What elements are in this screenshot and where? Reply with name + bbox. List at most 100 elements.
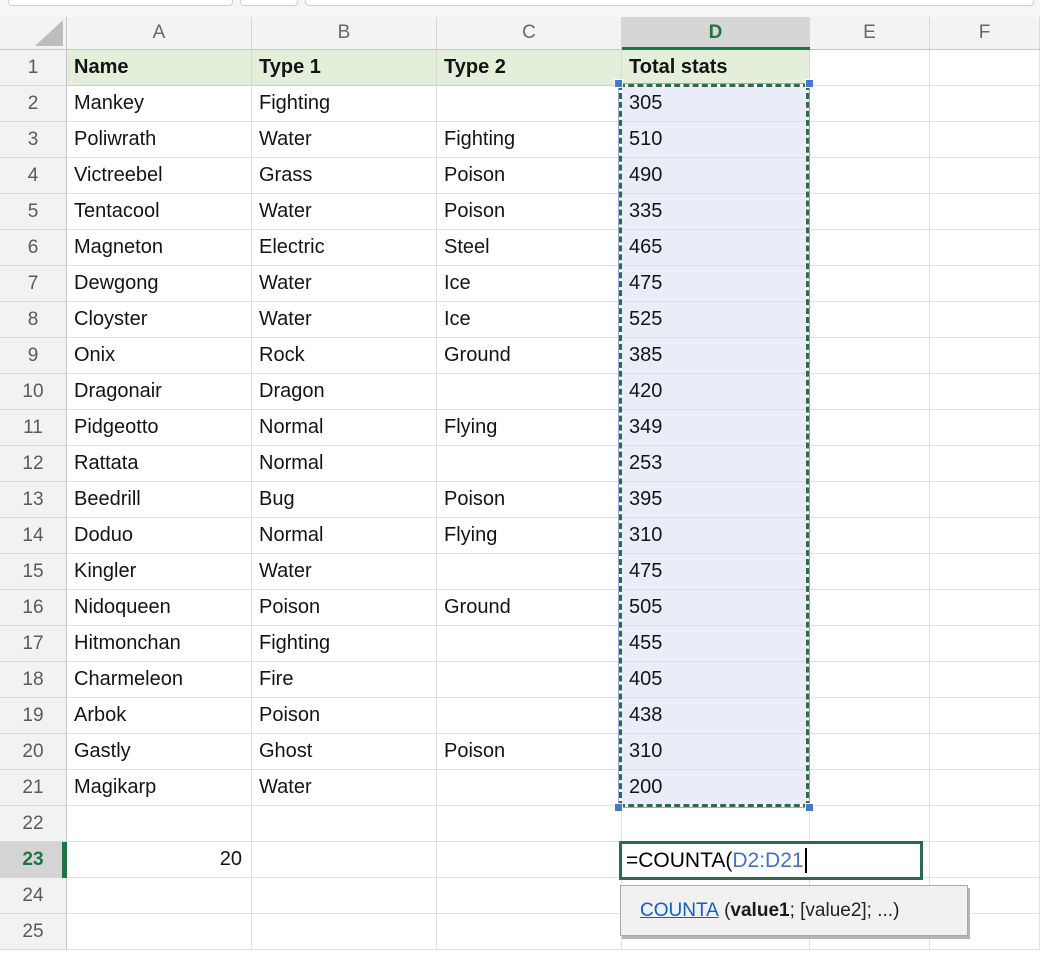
cell-F6[interactable] <box>930 230 1040 266</box>
cell-E17[interactable] <box>810 626 930 662</box>
cell-A24[interactable] <box>67 878 252 914</box>
cell-C22[interactable] <box>437 806 622 842</box>
cell-F13[interactable] <box>930 482 1040 518</box>
cell-D9[interactable]: 385 <box>622 338 810 374</box>
cell-D10[interactable]: 420 <box>622 374 810 410</box>
cell-B22[interactable] <box>252 806 437 842</box>
cell-A15[interactable]: Kingler <box>67 554 252 590</box>
row-header-11[interactable]: 11 <box>0 410 67 446</box>
cell-A14[interactable]: Doduo <box>67 518 252 554</box>
function-tooltip-link[interactable]: COUNTA <box>640 899 719 921</box>
cell-A1[interactable]: Name <box>67 50 252 86</box>
cell-C13[interactable]: Poison <box>437 482 622 518</box>
cell-F19[interactable] <box>930 698 1040 734</box>
cell-A7[interactable]: Dewgong <box>67 266 252 302</box>
cell-C17[interactable] <box>437 626 622 662</box>
row-header-23[interactable]: 23 <box>0 842 67 878</box>
formula-edit-cell[interactable]: =COUNTA(D2:D21 <box>619 841 923 880</box>
cell-C5[interactable]: Poison <box>437 194 622 230</box>
cell-F9[interactable] <box>930 338 1040 374</box>
cell-F4[interactable] <box>930 158 1040 194</box>
cell-B8[interactable]: Water <box>252 302 437 338</box>
cell-E12[interactable] <box>810 446 930 482</box>
column-header-D[interactable]: D <box>622 17 810 49</box>
cell-F17[interactable] <box>930 626 1040 662</box>
cell-E10[interactable] <box>810 374 930 410</box>
row-header-22[interactable]: 22 <box>0 806 67 842</box>
cell-F23[interactable] <box>930 842 1040 878</box>
cell-B18[interactable]: Fire <box>252 662 437 698</box>
cell-F3[interactable] <box>930 122 1040 158</box>
cell-B11[interactable]: Normal <box>252 410 437 446</box>
cell-D5[interactable]: 335 <box>622 194 810 230</box>
cell-A19[interactable]: Arbok <box>67 698 252 734</box>
row-header-14[interactable]: 14 <box>0 518 67 554</box>
cell-B25[interactable] <box>252 914 437 950</box>
cell-A11[interactable]: Pidgeotto <box>67 410 252 446</box>
cell-F5[interactable] <box>930 194 1040 230</box>
cell-E4[interactable] <box>810 158 930 194</box>
cell-D21[interactable]: 200 <box>622 770 810 806</box>
cell-A18[interactable]: Charmeleon <box>67 662 252 698</box>
cell-C2[interactable] <box>437 86 622 122</box>
selection-handle-bottom-left[interactable] <box>614 803 623 812</box>
cell-E21[interactable] <box>810 770 930 806</box>
cell-A2[interactable]: Mankey <box>67 86 252 122</box>
cell-F12[interactable] <box>930 446 1040 482</box>
cell-B15[interactable]: Water <box>252 554 437 590</box>
row-header-12[interactable]: 12 <box>0 446 67 482</box>
cell-A9[interactable]: Onix <box>67 338 252 374</box>
cell-B17[interactable]: Fighting <box>252 626 437 662</box>
cell-E1[interactable] <box>810 50 930 86</box>
cell-C14[interactable]: Flying <box>437 518 622 554</box>
cell-D22[interactable] <box>622 806 810 842</box>
column-header-A[interactable]: A <box>67 17 252 49</box>
cell-B6[interactable]: Electric <box>252 230 437 266</box>
row-header-10[interactable]: 10 <box>0 374 67 410</box>
cell-B5[interactable]: Water <box>252 194 437 230</box>
cell-A17[interactable]: Hitmonchan <box>67 626 252 662</box>
cell-D1[interactable]: Total stats <box>622 50 810 86</box>
cell-D8[interactable]: 525 <box>622 302 810 338</box>
cell-B10[interactable]: Dragon <box>252 374 437 410</box>
cell-C7[interactable]: Ice <box>437 266 622 302</box>
cell-A12[interactable]: Rattata <box>67 446 252 482</box>
cell-E7[interactable] <box>810 266 930 302</box>
cell-D11[interactable]: 349 <box>622 410 810 446</box>
cell-C1[interactable]: Type 2 <box>437 50 622 86</box>
row-header-1[interactable]: 1 <box>0 50 67 86</box>
cell-D12[interactable]: 253 <box>622 446 810 482</box>
cell-A3[interactable]: Poliwrath <box>67 122 252 158</box>
cell-D15[interactable]: 475 <box>622 554 810 590</box>
cell-D3[interactable]: 510 <box>622 122 810 158</box>
cell-B14[interactable]: Normal <box>252 518 437 554</box>
row-header-3[interactable]: 3 <box>0 122 67 158</box>
cell-B2[interactable]: Fighting <box>252 86 437 122</box>
cell-C8[interactable]: Ice <box>437 302 622 338</box>
row-header-25[interactable]: 25 <box>0 914 67 950</box>
cell-D14[interactable]: 310 <box>622 518 810 554</box>
row-header-19[interactable]: 19 <box>0 698 67 734</box>
cell-E15[interactable] <box>810 554 930 590</box>
cell-E20[interactable] <box>810 734 930 770</box>
cell-A5[interactable]: Tentacool <box>67 194 252 230</box>
cell-E5[interactable] <box>810 194 930 230</box>
cell-E18[interactable] <box>810 662 930 698</box>
cell-A10[interactable]: Dragonair <box>67 374 252 410</box>
cell-D18[interactable]: 405 <box>622 662 810 698</box>
cell-F1[interactable] <box>930 50 1040 86</box>
cell-F21[interactable] <box>930 770 1040 806</box>
cell-A22[interactable] <box>67 806 252 842</box>
cell-A8[interactable]: Cloyster <box>67 302 252 338</box>
cell-C9[interactable]: Ground <box>437 338 622 374</box>
selection-handle-bottom-right[interactable] <box>805 803 814 812</box>
row-header-9[interactable]: 9 <box>0 338 67 374</box>
cell-E9[interactable] <box>810 338 930 374</box>
cell-B13[interactable]: Bug <box>252 482 437 518</box>
cell-F18[interactable] <box>930 662 1040 698</box>
cell-A6[interactable]: Magneton <box>67 230 252 266</box>
cell-B12[interactable]: Normal <box>252 446 437 482</box>
cell-A25[interactable] <box>67 914 252 950</box>
cell-E16[interactable] <box>810 590 930 626</box>
cell-C24[interactable] <box>437 878 622 914</box>
